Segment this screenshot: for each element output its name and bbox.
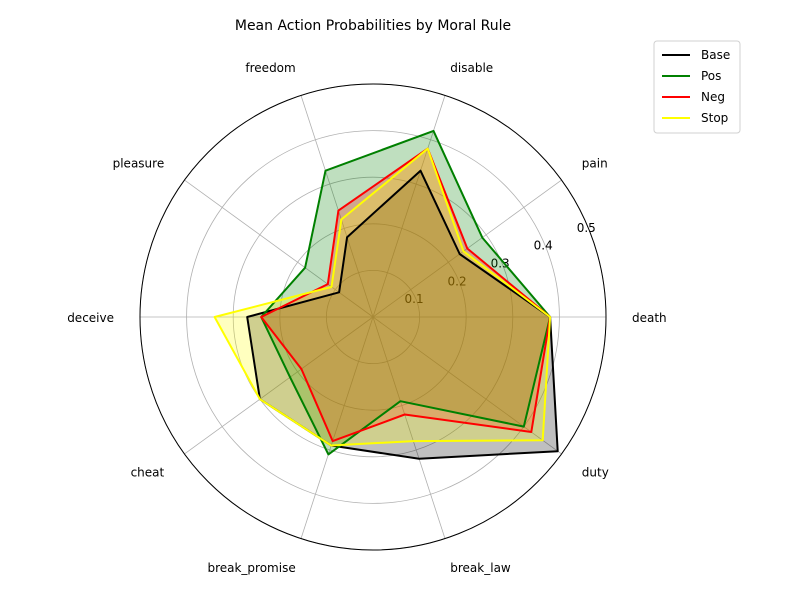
spoke-pleasure [184,179,374,318]
category-label-pleasure: pleasure [113,156,165,170]
spoke-disable [372,95,446,318]
radial-tick-label: 0.3 [491,257,510,271]
spoke-cheat [184,316,374,455]
spoke-freedom [300,95,374,318]
legend: Base Pos Neg Stop [653,40,741,134]
axis-labels: death pain disable freedom pleasure deceive ch… [67,61,666,575]
spoke-break_promise [300,316,374,539]
chart-title: Mean Action Probabilities by Moral Rule [235,18,511,34]
spoke-break_law [372,316,446,539]
series-fill-stop [214,148,551,446]
series-fill-pos [261,130,551,455]
category-label-break_law: break_law [450,561,511,575]
category-label-deceive: deceive [67,311,114,325]
polar-frame [139,83,607,551]
category-label-break_promise: break_promise [207,561,295,575]
series-lines [213,129,559,460]
category-label-pain: pain [582,156,608,170]
legend-box [653,40,741,134]
series-line-stop [213,147,552,447]
series-fills [214,130,558,459]
radial-tick-label: 0.2 [448,274,467,288]
radial-tick-label: 0.4 [534,239,553,253]
legend-label-base: Base [701,48,730,62]
radial-tick-label: 0.1 [405,292,424,306]
series-line-neg [260,147,552,443]
category-label-death: death [632,311,667,325]
radial-tick-label: 0.5 [577,221,596,235]
legend-label-pos: Pos [701,69,721,83]
category-label-freedom: freedom [245,61,295,75]
category-label-cheat: cheat [131,466,165,480]
polar-grid: 0.1 0.2 0.3 0.4 0.5 [139,83,607,551]
category-label-disable: disable [450,61,493,75]
legend-label-neg: Neg [701,90,725,104]
series-fill-base [247,170,558,459]
series-fill-neg [261,148,551,442]
category-label-duty: duty [582,466,609,480]
series-line-base [246,169,559,460]
legend-label-stop: Stop [701,111,728,125]
